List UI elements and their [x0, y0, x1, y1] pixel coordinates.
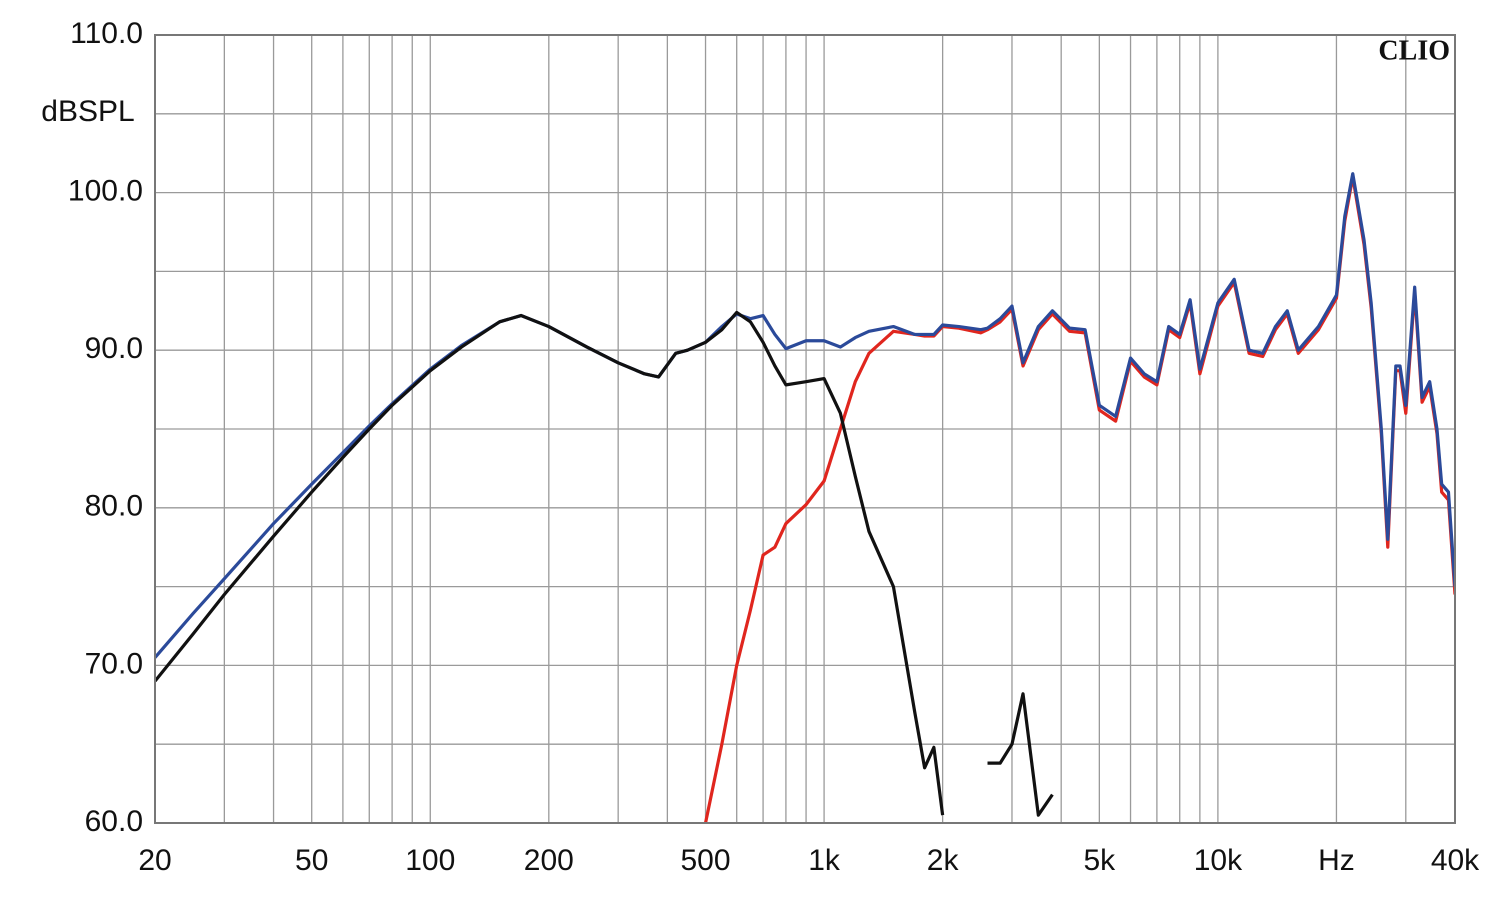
y-tick-label: 110.0 [70, 17, 143, 50]
series-line [155, 172, 1455, 659]
y-tick-label: 100.0 [68, 175, 143, 208]
tick-labels: 20 50 100 200 500 1k 2k 5k 10k Hz 40k 60.0 70.0 80.0 9… [68, 17, 1480, 877]
x-tick-label: 500 [681, 844, 731, 877]
x-tick-label: 40k [1431, 844, 1480, 877]
x-tick-label: 20 [138, 844, 171, 877]
y-tick-label: 90.0 [85, 332, 143, 365]
plot-area [155, 172, 1455, 823]
annotation: CLIO [1378, 35, 1450, 66]
x-tick-label: 5k [1084, 844, 1117, 877]
grid [154, 34, 1456, 824]
x-tick-label: 200 [524, 844, 574, 877]
y-tick-label: 60.0 [85, 805, 143, 838]
x-tick-label: 1k [808, 844, 841, 877]
y-tick-label: 80.0 [85, 490, 143, 523]
plot-frame [154, 34, 1456, 824]
y-tick-label: 70.0 [85, 647, 143, 680]
x-tick-label: 10k [1194, 844, 1243, 877]
x-tick-label: 50 [295, 844, 328, 877]
x-tick-label: 100 [405, 844, 455, 877]
y-axis-label: dBSPL [41, 95, 134, 128]
x-tick-label: Hz [1318, 844, 1355, 877]
series-line [155, 310, 1054, 817]
x-tick-label: 2k [927, 844, 960, 877]
series-line [703, 175, 1455, 823]
